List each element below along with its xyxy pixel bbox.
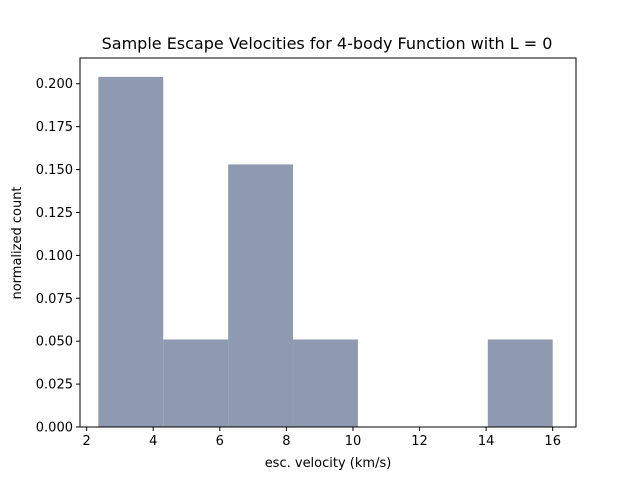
x-tick-label: 8 bbox=[282, 434, 290, 449]
y-tick-label: 0.175 bbox=[36, 120, 73, 135]
histogram-bar-6 bbox=[487, 339, 553, 427]
y-tick-label: 0.125 bbox=[36, 206, 73, 221]
x-tick-label: 16 bbox=[544, 434, 561, 449]
y-tick-label: 0.000 bbox=[36, 421, 73, 436]
y-axis: 0.000 0.025 0.050 0.075 0.100 0.125 0.150 0.175… bbox=[36, 77, 80, 436]
y-tick-label: 0.075 bbox=[36, 292, 73, 307]
x-axis: 2 4 6 8 10 12 14 16 bbox=[83, 427, 561, 449]
x-tick-label: 2 bbox=[83, 434, 91, 449]
histogram-bar-3 bbox=[293, 339, 358, 427]
y-tick-label: 0.100 bbox=[36, 249, 73, 264]
histogram-bar-0 bbox=[98, 76, 164, 428]
x-tick-label: 12 bbox=[411, 434, 428, 449]
x-tick-label: 14 bbox=[478, 434, 495, 449]
bars-group bbox=[98, 76, 553, 428]
chart-title: Sample Escape Velocities for 4-body Func… bbox=[102, 34, 553, 53]
y-axis-label: normalized count bbox=[10, 186, 25, 299]
histogram-bar-2 bbox=[228, 164, 294, 427]
y-tick-label: 0.200 bbox=[36, 77, 73, 92]
y-tick-label: 0.150 bbox=[36, 163, 73, 178]
histogram-bar-1 bbox=[163, 339, 229, 427]
x-tick-label: 10 bbox=[345, 434, 362, 449]
x-axis-label: esc. velocity (km/s) bbox=[265, 456, 392, 471]
x-tick-label: 6 bbox=[216, 434, 224, 449]
y-tick-label: 0.050 bbox=[36, 335, 73, 350]
x-tick-label: 4 bbox=[149, 434, 157, 449]
plot-frame bbox=[79, 57, 577, 428]
y-tick-label: 0.025 bbox=[36, 378, 73, 393]
